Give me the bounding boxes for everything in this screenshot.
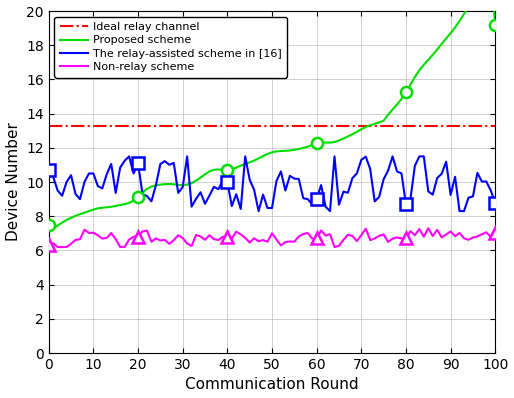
Non-relay scheme xyxy=(318,228,324,233)
Line: The relay-assisted scheme in [16]: The relay-assisted scheme in [16] xyxy=(49,156,495,211)
Proposed scheme xyxy=(492,22,499,27)
Ideal relay channel xyxy=(251,123,257,128)
Ideal relay channel xyxy=(358,123,364,128)
The relay-assisted scheme in [16] xyxy=(367,167,373,172)
Non-relay scheme xyxy=(81,227,87,232)
Non-relay scheme xyxy=(425,226,431,230)
The relay-assisted scheme in [16] xyxy=(46,168,52,172)
Proposed scheme xyxy=(363,125,369,129)
The relay-assisted scheme in [16] xyxy=(77,197,83,201)
The relay-assisted scheme in [16] xyxy=(162,159,168,164)
The relay-assisted scheme in [16] xyxy=(390,154,396,159)
Ideal relay channel xyxy=(157,123,163,128)
The relay-assisted scheme in [16] xyxy=(492,200,499,205)
Proposed scheme xyxy=(385,112,391,117)
The relay-assisted scheme in [16] xyxy=(322,204,328,209)
Y-axis label: Device Number: Device Number xyxy=(6,123,21,242)
Non-relay scheme xyxy=(54,245,61,250)
Proposed scheme xyxy=(81,210,87,215)
The relay-assisted scheme in [16] xyxy=(255,209,262,213)
Non-relay scheme xyxy=(363,226,369,231)
The relay-assisted scheme in [16] xyxy=(260,192,266,197)
Line: Non-relay scheme: Non-relay scheme xyxy=(49,228,495,247)
Line: Proposed scheme: Proposed scheme xyxy=(49,0,495,228)
Legend: Ideal relay channel, Proposed scheme, The relay-assisted scheme in [16], Non-rel: Ideal relay channel, Proposed scheme, Th… xyxy=(54,17,287,78)
Non-relay scheme xyxy=(46,243,52,248)
Ideal relay channel xyxy=(492,123,499,128)
Ideal relay channel xyxy=(77,123,83,128)
Proposed scheme xyxy=(50,226,56,231)
Proposed scheme xyxy=(318,140,324,145)
Ideal relay channel xyxy=(380,123,387,128)
The relay-assisted scheme in [16] xyxy=(126,154,132,159)
Proposed scheme xyxy=(162,182,168,187)
Non-relay scheme xyxy=(255,239,262,244)
Non-relay scheme xyxy=(162,238,168,242)
Ideal relay channel xyxy=(46,123,52,128)
Non-relay scheme xyxy=(492,231,499,236)
Non-relay scheme xyxy=(385,240,391,244)
Proposed scheme xyxy=(255,156,262,161)
Ideal relay channel xyxy=(314,123,320,128)
Proposed scheme xyxy=(46,222,52,227)
X-axis label: Communication Round: Communication Round xyxy=(185,377,359,392)
